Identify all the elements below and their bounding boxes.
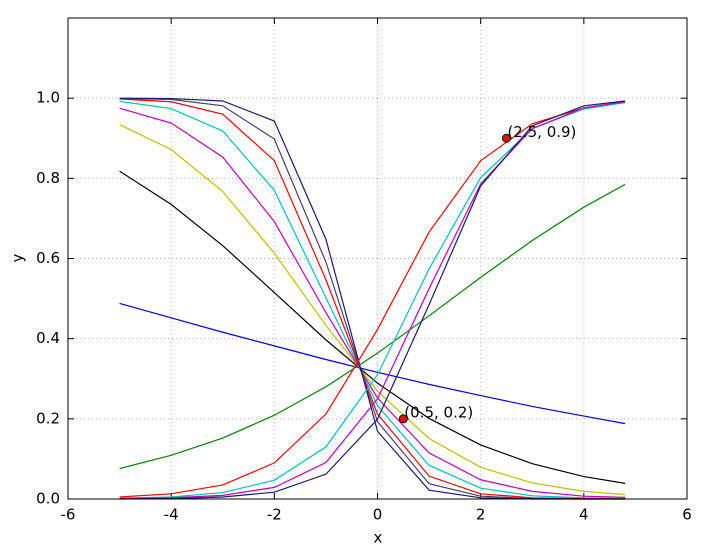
line-series: [119, 100, 626, 500]
plot-frame: [67, 17, 688, 500]
x-tick-label: -4: [164, 506, 179, 524]
x-axis-label: x: [374, 529, 383, 547]
x-tick-label: -2: [267, 506, 282, 524]
data-point: [398, 414, 408, 424]
point-annotation: (2.5, 0.9): [507, 123, 576, 141]
x-tick-label: 4: [579, 506, 589, 524]
data-point: [501, 133, 511, 143]
y-tick-label: 0.2: [36, 409, 60, 427]
line-series: [119, 302, 626, 425]
y-tick-label: 0.4: [36, 329, 60, 347]
line-series: [119, 101, 626, 498]
y-tick-label: 0.6: [36, 249, 60, 267]
line-series: [119, 124, 626, 496]
point-annotation: (0.5, 0.2): [404, 403, 473, 421]
y-axis-label: y: [9, 253, 27, 262]
y-tick-label: 0.0: [36, 490, 60, 508]
y-tick-label: 0.8: [36, 169, 60, 187]
line-series: [119, 183, 626, 470]
x-tick-label: 0: [373, 506, 383, 524]
line-series: [119, 100, 626, 500]
line-series: [119, 101, 626, 500]
x-tick-label: 6: [682, 506, 692, 524]
x-tick-label: 2: [476, 506, 486, 524]
line-series: [119, 170, 626, 484]
x-tick-label: -6: [61, 506, 76, 524]
line-series: [119, 98, 626, 500]
y-tick-label: 1.0: [36, 89, 60, 107]
